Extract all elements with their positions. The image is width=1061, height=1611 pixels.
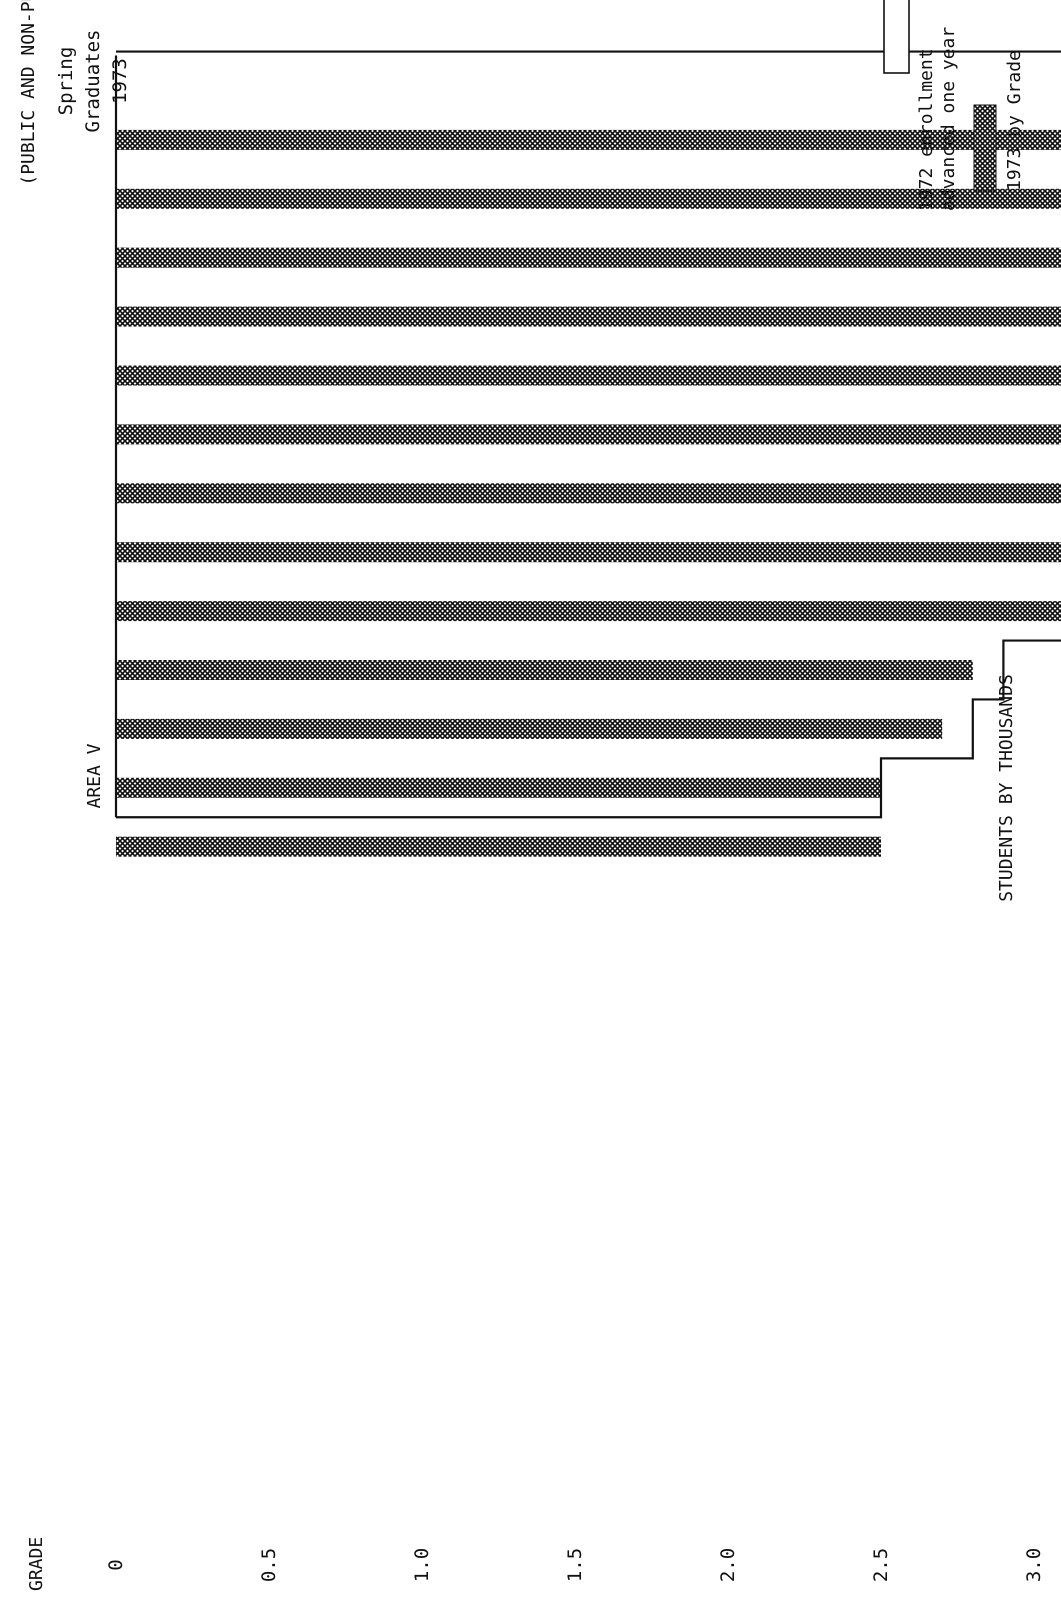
bar-1973-k <box>116 836 881 857</box>
category-label-0-line1: Graduates <box>82 30 104 133</box>
bar-1973-8 <box>116 365 1061 386</box>
x-tick-labels: 00.51.01.52.02.53.03.54.0 <box>105 1548 1045 1582</box>
series-1973-bars <box>116 129 1061 857</box>
bar-1973-3 <box>116 660 973 680</box>
bar-1973-4 <box>116 601 1061 622</box>
legend-swatch-outline <box>883 0 910 74</box>
x-tick-label-2: 1.0 <box>411 1548 433 1582</box>
x-axis-label: STUDENTS BY THOUSANDS <box>996 674 1017 902</box>
bar-1973-10 <box>116 247 1061 268</box>
legend-swatch-hatched <box>973 104 997 192</box>
legend: 1972 enrollment advanced one year 1973 b… <box>883 0 1025 211</box>
legend-label-1972-line2: advanced one year <box>938 27 959 211</box>
bar-1973-12 <box>116 129 1061 150</box>
series-1972-outline <box>114 50 1061 819</box>
bar-1973-1 <box>116 777 881 798</box>
legend-label-1973: 1973 by Grade <box>1004 50 1025 191</box>
category-label-0-line2: 1973 <box>109 58 131 104</box>
x-tick-label-4: 2.0 <box>717 1548 739 1582</box>
bar-1973-11 <box>116 188 1061 209</box>
bar-1973-9 <box>116 306 1061 327</box>
x-tick-label-6: 3.0 <box>1023 1548 1045 1582</box>
x-tick-label-3: 1.5 <box>564 1548 586 1582</box>
x-tick-label-5: 2.5 <box>870 1548 892 1582</box>
category-label-0-line0: Spring <box>55 47 77 116</box>
bar-1973-2 <box>116 718 943 739</box>
chart-subtitle: AREA V <box>84 743 105 808</box>
bar-1973-7 <box>116 424 1061 445</box>
bar-1973-5 <box>116 542 1061 563</box>
chart-title: (PUBLIC AND NON-PUBLIC) <box>18 0 39 186</box>
category-axis-title: GRADE <box>26 1537 47 1591</box>
x-tick-label-0: 0 <box>105 1559 127 1570</box>
x-tick-label-1: 0.5 <box>258 1548 280 1582</box>
legend-label-1972-line1: 1972 enrollment <box>916 48 937 211</box>
bar-1973-6 <box>116 483 1061 504</box>
